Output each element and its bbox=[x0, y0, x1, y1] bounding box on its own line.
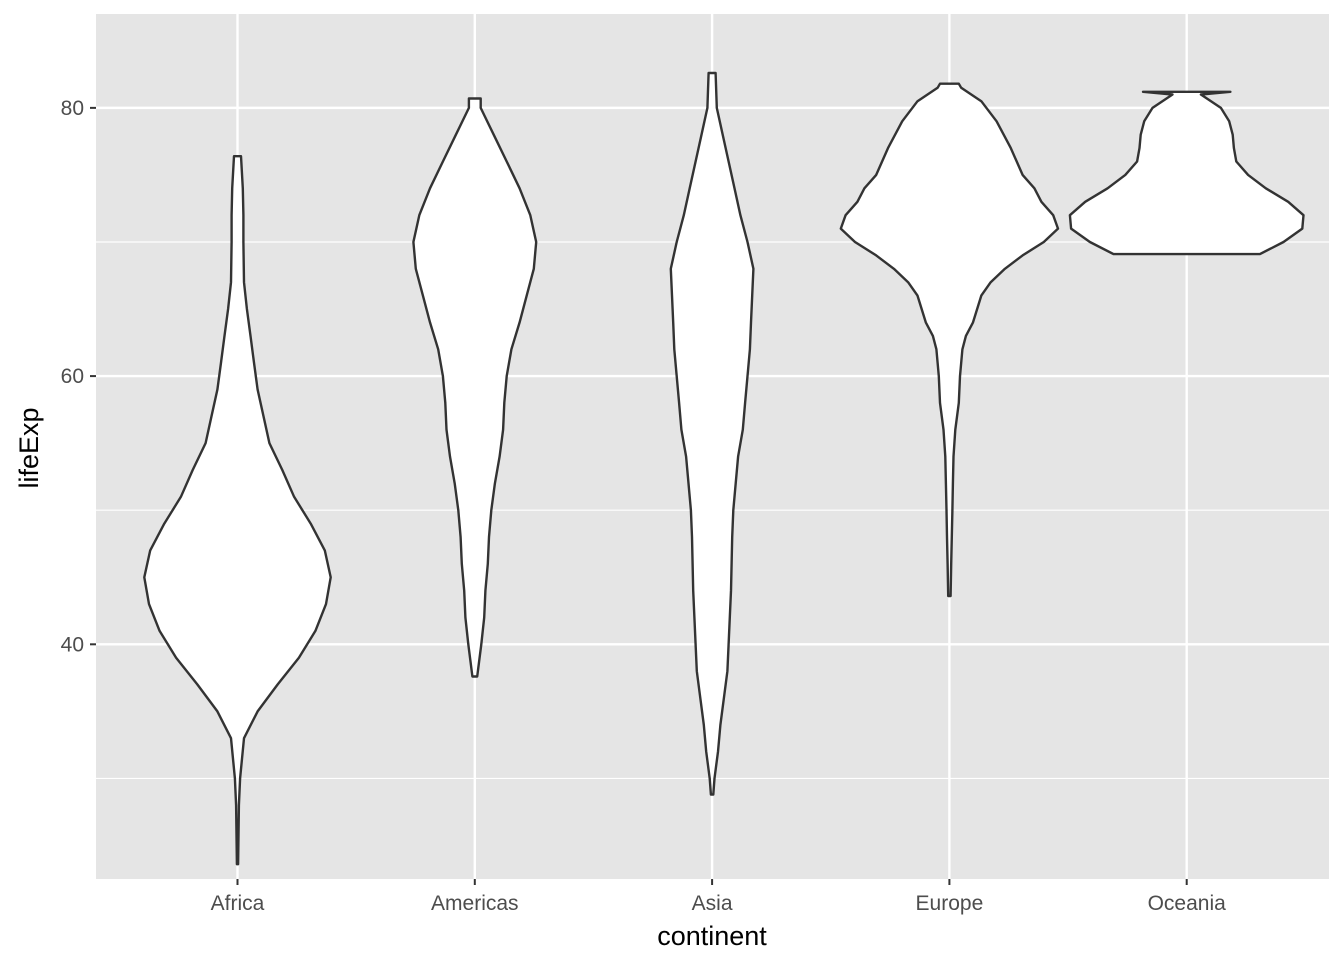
x-axis-title: continent bbox=[657, 921, 767, 951]
y-axis-title: lifeExp bbox=[14, 407, 44, 488]
x-tick-label: Europe bbox=[916, 892, 984, 915]
violin-oceania bbox=[1068, 90, 1305, 256]
y-tick-label: 60 bbox=[61, 365, 84, 388]
y-tick-label: 80 bbox=[61, 97, 84, 120]
violin-africa bbox=[143, 155, 332, 866]
violin-europe bbox=[839, 82, 1060, 598]
x-tick-label: Oceania bbox=[1148, 892, 1227, 915]
x-tick-label: Asia bbox=[692, 892, 733, 915]
violin-americas bbox=[412, 97, 538, 678]
y-tick-label: 40 bbox=[61, 633, 84, 656]
y-axis: 40 60 80 bbox=[61, 97, 96, 656]
x-tick-label: Africa bbox=[211, 892, 265, 915]
violins bbox=[143, 71, 1305, 866]
x-axis: Africa Americas Asia Europe Oceania bbox=[211, 879, 1226, 915]
x-tick-label: Americas bbox=[431, 892, 519, 915]
violin-asia bbox=[669, 71, 755, 796]
